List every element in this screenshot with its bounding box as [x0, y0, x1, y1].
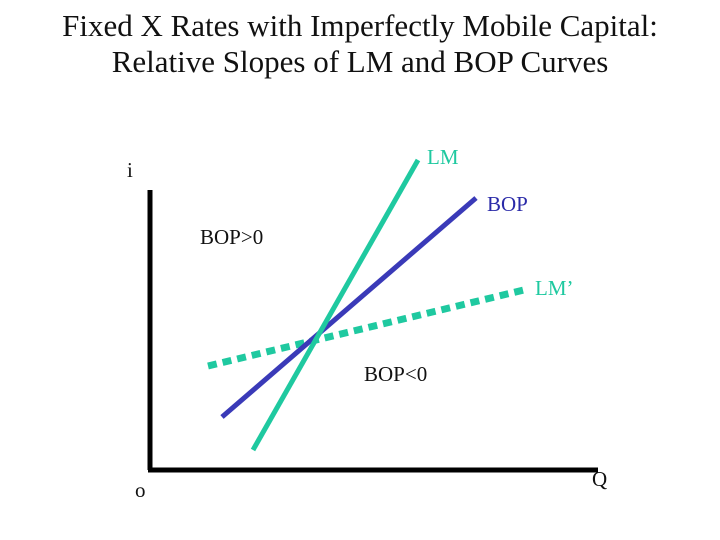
lm-prime-label: LM’: [535, 276, 574, 300]
bop-positive-region-label: BOP>0: [200, 225, 263, 249]
lm-label: LM: [427, 145, 459, 169]
bop-curve: [220, 196, 478, 419]
title-line-2: Relative Slopes of LM and BOP Curves: [111, 44, 609, 79]
page-title: Fixed X Rates with Imperfectly Mobile Ca…: [0, 8, 720, 80]
bop-negative-region-label: BOP<0: [364, 362, 427, 386]
lm-prime-curve: [207, 285, 529, 370]
lm-curve: [250, 158, 421, 452]
origin-label: o: [135, 478, 146, 502]
x-axis-label: Q: [592, 467, 607, 491]
bop-label: BOP: [487, 192, 528, 216]
y-axis-label: i: [127, 158, 133, 182]
title-line-1: Fixed X Rates with Imperfectly Mobile Ca…: [62, 8, 658, 43]
